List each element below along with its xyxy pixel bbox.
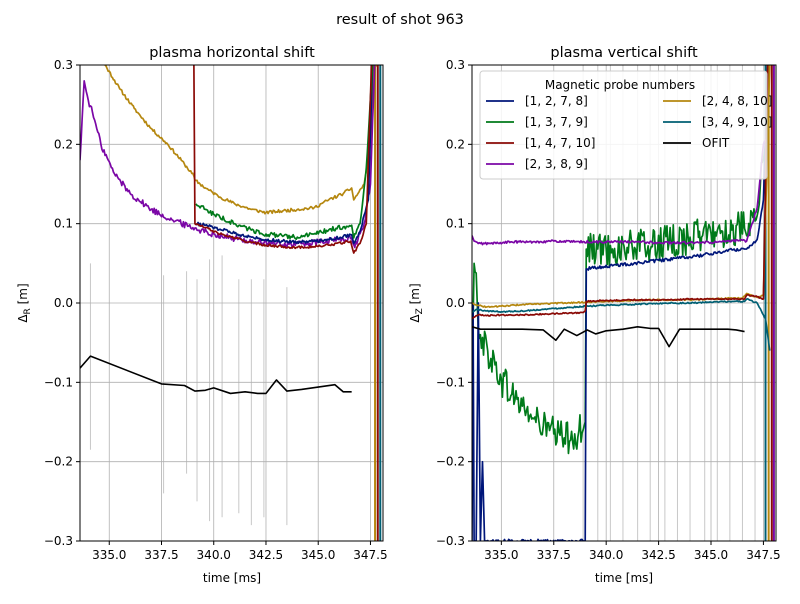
legend-frame bbox=[479, 70, 768, 180]
left-series-line-0 bbox=[104, 65, 378, 215]
left-ytick-label-1: −0.2 bbox=[44, 455, 73, 469]
right-xtick-label-4: 345.0 bbox=[694, 548, 728, 562]
left-series-line-1 bbox=[80, 65, 376, 249]
right-series-line-1 bbox=[472, 65, 769, 541]
right-ytick-label-2: −0.1 bbox=[436, 375, 465, 389]
right-xtick-label-3: 342.5 bbox=[641, 548, 675, 562]
left-xtick-label-4: 345.0 bbox=[301, 548, 335, 562]
left-series-line-3 bbox=[195, 65, 374, 241]
left-ytick-label-3: 0.0 bbox=[54, 296, 73, 310]
right-xtick-label-0: 335.0 bbox=[484, 548, 518, 562]
right-axes-ylabel: ΔZ [m] bbox=[408, 283, 425, 322]
left-xtick-label-0: 335.0 bbox=[92, 548, 126, 562]
left-series-line-4 bbox=[193, 65, 373, 254]
left-axes-ylabel: ΔR [m] bbox=[16, 283, 33, 322]
figure-suptitle: result of shot 963 bbox=[336, 12, 464, 28]
right-ytick-label-3: 0.0 bbox=[446, 296, 465, 310]
right-axes: plasma vertical shift time [ms] ΔZ [m] bbox=[408, 45, 698, 585]
left-axes-xlabel: time [ms] bbox=[203, 571, 261, 585]
left-axes-title: plasma horizontal shift bbox=[149, 45, 315, 61]
right-ylabel-sub: Z bbox=[415, 308, 425, 314]
right-ytick-label-1: −0.2 bbox=[436, 455, 465, 469]
legend-label-0-3: [2, 3, 8, 9] bbox=[525, 157, 588, 171]
left-ytick-label-4: 0.1 bbox=[54, 217, 73, 231]
left-ytick-label-5: 0.2 bbox=[54, 137, 73, 151]
left-axes: plasma horizontal shift time [ms] ΔR [m] bbox=[16, 45, 315, 585]
right-ylabel-unit: [m] bbox=[408, 283, 422, 308]
legend: Magnetic probe numbers [1, 2, 7, 8] [1, 3… bbox=[479, 70, 772, 180]
right-axes-title: plasma vertical shift bbox=[550, 45, 698, 61]
left-series-line-2 bbox=[195, 65, 374, 245]
right-axes-xlabel: time [ms] bbox=[595, 571, 653, 585]
left-ylabel-unit: [m] bbox=[16, 283, 30, 308]
left-xtick-label-5: 347.5 bbox=[353, 548, 387, 562]
right-series-line-0 bbox=[472, 144, 767, 455]
right-series-line-6 bbox=[472, 325, 745, 348]
right-xtick-label-1: 337.5 bbox=[537, 548, 571, 562]
legend-label-1-0: [2, 4, 8, 10] bbox=[702, 94, 772, 108]
left-xtick-label-3: 342.5 bbox=[249, 548, 283, 562]
legend-label-0-0: [1, 2, 7, 8] bbox=[525, 94, 588, 108]
left-ytick-label-2: −0.1 bbox=[44, 375, 73, 389]
left-ytick-label-6: 0.3 bbox=[54, 58, 73, 72]
right-series-line-4 bbox=[472, 297, 771, 351]
left-plot-area bbox=[80, 65, 383, 541]
right-ytick-label-0: −0.3 bbox=[436, 534, 465, 548]
right-xtick-label-5: 347.5 bbox=[746, 548, 780, 562]
left-ylabel-main: Δ bbox=[16, 314, 30, 323]
right-ytick-label-5: 0.2 bbox=[446, 137, 465, 151]
left-xtick-label-1: 337.5 bbox=[144, 548, 178, 562]
right-ytick-label-6: 0.3 bbox=[446, 58, 465, 72]
right-xtick-label-2: 340.0 bbox=[589, 548, 623, 562]
right-ytick-label-4: 0.1 bbox=[446, 217, 465, 231]
legend-label-1-1: [3, 4, 9, 10] bbox=[702, 115, 772, 129]
legend-title: Magnetic probe numbers bbox=[545, 78, 695, 92]
left-xtick-label-2: 340.0 bbox=[197, 548, 231, 562]
left-series-line-6 bbox=[80, 355, 352, 395]
right-series-line-5 bbox=[472, 65, 769, 320]
right-ylabel-main: Δ bbox=[408, 314, 422, 323]
legend-label-0-2: [1, 4, 7, 10] bbox=[525, 136, 595, 150]
legend-label-1-2: OFIT bbox=[702, 136, 730, 150]
legend-label-0-1: [1, 3, 7, 9] bbox=[525, 115, 588, 129]
left-ytick-label-0: −0.3 bbox=[44, 534, 73, 548]
right-series-line-2 bbox=[472, 136, 769, 246]
left-ylabel-sub: R bbox=[23, 308, 33, 314]
